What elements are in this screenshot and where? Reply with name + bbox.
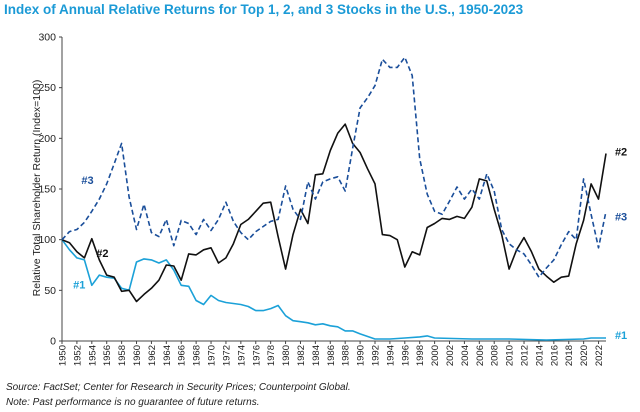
x-tick-label: 1998	[415, 345, 426, 366]
y-tick-labels: 0 50 100 150 200 250 300	[38, 32, 56, 348]
y-tick-label: 300	[38, 32, 56, 44]
x-tick-label: 2004	[460, 345, 471, 366]
x-tick-label: 1976	[251, 345, 262, 366]
x-tick-label: 1956	[102, 345, 113, 366]
series-label: #2	[96, 248, 108, 260]
x-tick-label: 1990	[356, 345, 367, 366]
x-tick-label: 1964	[162, 345, 173, 366]
x-tick-label: 2008	[490, 345, 501, 366]
x-tick-label: 2018	[564, 345, 575, 366]
x-tick-labels: 1950 1952 1954 1956 1958 1960 1962 1964 1966 1968…	[58, 345, 606, 366]
x-tick-label: 1984	[311, 345, 322, 366]
x-tick-label: 1996	[400, 345, 411, 366]
x-tick-label: 2012	[520, 345, 531, 366]
x-tick-label: 1980	[281, 345, 292, 366]
x-tick-label: 1992	[370, 345, 381, 366]
x-tick-label: 1988	[341, 345, 352, 366]
x-tick-label: 2020	[579, 345, 590, 366]
y-tick-label: 0	[50, 336, 56, 348]
x-tick-label: 1986	[326, 345, 337, 366]
y-tick-label: 250	[38, 82, 56, 94]
x-tick-label: 1982	[296, 345, 307, 366]
series-label: #2	[615, 147, 627, 159]
performance-note: Note: Past performance is no guarantee o…	[6, 397, 260, 408]
x-tick-label: 1958	[117, 345, 128, 366]
series-label: #3	[81, 175, 93, 187]
series-lines	[61, 56, 607, 341]
x-tick-label: 1972	[221, 345, 232, 366]
y-tick-label: 200	[38, 133, 56, 145]
x-tick-label: 1978	[266, 345, 277, 366]
series-label: #1	[73, 279, 85, 291]
axes	[59, 36, 606, 344]
y-tick-label: 150	[38, 184, 56, 196]
x-tick-label: 1954	[87, 345, 98, 366]
x-tick-label: 1950	[58, 345, 69, 366]
chart-title: Index of Annual Relative Returns for Top…	[4, 2, 524, 17]
x-tick-label: 2016	[549, 345, 560, 366]
x-tick-label: 2014	[534, 345, 545, 366]
x-tick-label: 1952	[72, 345, 83, 366]
footnotes: Source: FactSet; Center for Research in …	[6, 380, 351, 410]
x-tick-label: 2006	[475, 345, 486, 366]
x-tick-label: 2022	[594, 345, 605, 366]
x-tick-label: 1968	[192, 345, 203, 366]
series-label: #1	[615, 330, 627, 342]
x-tick-label: 1970	[207, 345, 218, 366]
line-chart: Relative Total Shareholder Return (Index…	[31, 32, 627, 367]
x-tick-label: 2000	[430, 345, 441, 366]
series-line-2	[61, 123, 607, 303]
source-note: Source: FactSet; Center for Research in …	[6, 382, 351, 393]
y-tick-label: 50	[44, 285, 56, 297]
x-tick-label: 2010	[505, 345, 516, 366]
series-labels: #1 #2 #3 #1 #2 #3	[73, 147, 627, 342]
x-tick-label: 2002	[445, 345, 456, 366]
x-tick-label: 1966	[177, 345, 188, 366]
y-tick-label: 100	[38, 234, 56, 246]
series-label: #3	[615, 211, 627, 223]
y-axis-label-group: Relative Total Shareholder Return (Index…	[31, 80, 43, 297]
x-tick-label: 1962	[147, 345, 158, 366]
series-line-3	[61, 56, 607, 278]
x-tick-label: 1994	[385, 345, 396, 366]
x-tick-label: 1960	[132, 345, 143, 366]
x-tick-label: 1974	[236, 345, 247, 366]
y-axis-label: Relative Total Shareholder Return (Index…	[31, 80, 43, 297]
